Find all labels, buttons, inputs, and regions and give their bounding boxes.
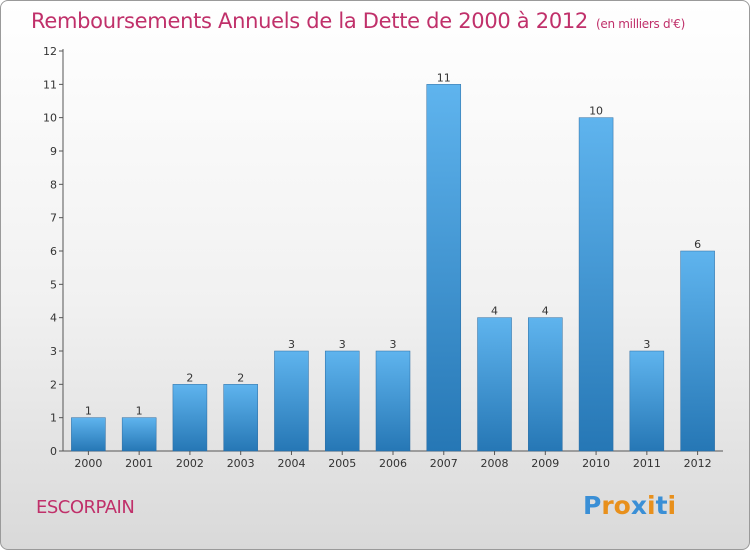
bar-2012 [680,250,715,452]
logo-letter: P [583,491,602,520]
bar-value-label: 4 [491,305,498,318]
x-tick-label: 2003 [227,457,255,470]
x-tick-label: 2012 [684,457,712,470]
bar-2003 [223,384,258,452]
bar-2000 [71,417,106,452]
logo-letter: o [613,491,631,520]
bar-2005 [324,350,360,452]
bar-value-label: 1 [85,405,92,418]
y-tick-label: 10 [43,112,57,125]
bar-2008 [477,317,512,452]
logo-letter: r [601,491,614,520]
x-tick-label: 2006 [379,457,407,470]
chart-title-text: Remboursements Annuels de la Dette de 20… [31,9,588,33]
y-tick-label: 1 [50,412,57,425]
y-tick-label: 7 [50,212,57,225]
y-tick-label: 4 [50,312,57,325]
y-tick-label: 9 [50,145,57,158]
bar-value-label: 2 [237,371,244,384]
x-tick-label: 2010 [582,457,610,470]
x-tick-label: 2011 [633,457,661,470]
bar-2002 [172,384,208,452]
y-tick-label: 5 [50,278,57,291]
commune-name: ESCORPAIN [36,497,135,518]
x-tick-label: 2007 [430,457,458,470]
bar-value-label: 10 [589,105,603,118]
x-tick-label: 2000 [74,457,102,470]
x-tick-label: 2002 [176,457,204,470]
x-tick-label: 2005 [328,457,356,470]
chart-title: Remboursements Annuels de la Dette de 20… [31,9,685,33]
logo-letter: x [630,491,647,520]
bar-value-label: 11 [437,71,451,84]
bar-value-label: 4 [542,305,549,318]
x-tick-label: 2004 [277,457,305,470]
bar-value-label: 3 [643,338,650,351]
bar-value-label: 6 [694,238,701,251]
bar-2006 [375,350,411,452]
bar-2004 [274,350,309,452]
logo-letter: i [647,491,656,520]
x-tick-label: 2009 [531,457,559,470]
bar-value-label: 3 [339,338,346,351]
logo-letter: t [655,491,668,520]
logo-letter: i [667,491,677,520]
bar-2007 [426,84,462,452]
y-tick-label: 2 [50,378,57,391]
bar-2001 [121,417,157,452]
y-tick-label: 12 [43,45,57,58]
bar-value-label: 1 [136,405,143,418]
bar-value-label: 3 [390,338,397,351]
proxiti-logo[interactable]: Proxiti [583,491,676,520]
bar-2011 [629,350,665,452]
y-tick-label: 11 [43,78,57,91]
y-tick-label: 8 [50,178,57,191]
bar-2009 [528,317,563,452]
y-tick-label: 3 [50,345,57,358]
y-tick-label: 6 [50,245,57,258]
x-tick-label: 2001 [125,457,153,470]
x-tick-label: 2008 [481,457,509,470]
bar-2010 [578,117,614,452]
chart-subtitle: (en milliers d'€) [596,17,686,31]
bar-value-label: 3 [288,338,295,351]
y-tick-label: 0 [50,445,57,458]
bar-value-label: 2 [186,371,193,384]
